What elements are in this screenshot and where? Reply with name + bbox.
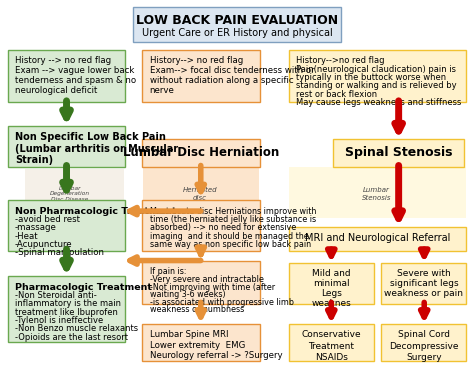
Text: -Heat: -Heat: [15, 232, 38, 241]
FancyBboxPatch shape: [8, 50, 125, 102]
Text: Surgery: Surgery: [406, 353, 442, 362]
FancyBboxPatch shape: [142, 324, 260, 361]
FancyBboxPatch shape: [333, 139, 464, 167]
Text: without radiation along a specific: without radiation along a specific: [150, 76, 293, 85]
Text: -Very severe and intractable: -Very severe and intractable: [150, 275, 264, 284]
Text: -Spinal manipulation: -Spinal manipulation: [15, 248, 104, 257]
Text: Mild and: Mild and: [312, 269, 350, 278]
Text: waiting 3-6 weeks): waiting 3-6 weeks): [150, 290, 225, 299]
Text: weakness or numbness: weakness or numbness: [150, 305, 244, 314]
Text: Non Specific Low Back Pain: Non Specific Low Back Pain: [15, 132, 166, 142]
Text: same way as non specific low back pain: same way as non specific low back pain: [150, 240, 311, 249]
Text: Spinal Cord: Spinal Cord: [398, 330, 450, 339]
FancyBboxPatch shape: [8, 200, 125, 251]
Text: typically in the buttock worse when: typically in the buttock worse when: [296, 73, 446, 82]
FancyBboxPatch shape: [142, 261, 260, 304]
Text: History-->no red flag: History-->no red flag: [296, 56, 384, 65]
Text: Pharmacologic Treatment: Pharmacologic Treatment: [15, 282, 152, 292]
Text: Lumbar
Stenosis: Lumbar Stenosis: [362, 187, 391, 201]
Text: Spinal Stenosis: Spinal Stenosis: [345, 146, 452, 159]
Text: MRI and Neurological Referral: MRI and Neurological Referral: [305, 233, 450, 243]
FancyBboxPatch shape: [133, 7, 341, 42]
Text: nerve: nerve: [150, 86, 174, 95]
FancyBboxPatch shape: [382, 263, 466, 304]
Text: Lumbar Spine MRI: Lumbar Spine MRI: [150, 330, 228, 339]
FancyBboxPatch shape: [8, 126, 125, 167]
Text: treatment like Ibuprofen: treatment like Ibuprofen: [15, 308, 118, 317]
Text: Exam --> vague lower back: Exam --> vague lower back: [15, 66, 134, 75]
Text: absorbed) --> no need for extensive: absorbed) --> no need for extensive: [150, 223, 296, 232]
Text: Legs: Legs: [320, 289, 341, 298]
FancyBboxPatch shape: [289, 263, 374, 304]
Text: -is associated with progressive limb: -is associated with progressive limb: [150, 298, 294, 307]
FancyBboxPatch shape: [142, 200, 260, 251]
Text: -Tylenol is ineffective: -Tylenol is ineffective: [15, 316, 103, 325]
Text: weakness or pain: weakness or pain: [384, 289, 464, 298]
Text: Exam--> focal disc tenderness with or: Exam--> focal disc tenderness with or: [150, 66, 314, 75]
Text: imaging  and it should be managed the: imaging and it should be managed the: [150, 232, 309, 241]
Text: Strain): Strain): [15, 155, 53, 165]
Text: significant legs: significant legs: [390, 279, 458, 288]
Text: Conservative: Conservative: [301, 330, 361, 339]
Text: -Opioids are the last resort: -Opioids are the last resort: [15, 333, 128, 342]
FancyBboxPatch shape: [8, 276, 125, 342]
Text: rest or back flexion: rest or back flexion: [296, 90, 377, 99]
Text: Non Pharmacologic Treatment: Non Pharmacologic Treatment: [15, 206, 176, 216]
Text: Decompressive: Decompressive: [389, 341, 459, 350]
Text: time (the herniated jelly like substance is: time (the herniated jelly like substance…: [150, 215, 316, 224]
Text: Most acute disc Herniations improve with: Most acute disc Herniations improve with: [150, 206, 316, 216]
Text: -Not improving with time (after: -Not improving with time (after: [150, 282, 275, 292]
Text: weaknes: weaknes: [311, 299, 351, 308]
Text: Severe with: Severe with: [397, 269, 451, 278]
Text: Treatment: Treatment: [308, 341, 354, 350]
FancyBboxPatch shape: [289, 227, 466, 251]
FancyBboxPatch shape: [382, 324, 466, 361]
Text: Pain(neurological claudication) pain is: Pain(neurological claudication) pain is: [296, 65, 456, 74]
Text: (Lumbar arthritis or Muscular: (Lumbar arthritis or Muscular: [15, 144, 178, 154]
FancyBboxPatch shape: [143, 166, 259, 218]
Text: standing or walking and is relieved by: standing or walking and is relieved by: [296, 81, 456, 90]
FancyBboxPatch shape: [25, 168, 124, 220]
Text: Lumbar Disc Herniation: Lumbar Disc Herniation: [123, 146, 279, 159]
Text: NSAIDs: NSAIDs: [315, 353, 347, 362]
Text: -Acupuncture: -Acupuncture: [15, 240, 73, 249]
Text: If pain is:: If pain is:: [150, 267, 186, 276]
Text: -Non Benzo muscle relaxants: -Non Benzo muscle relaxants: [15, 324, 138, 333]
Text: Neurology referral -> ?Surgery: Neurology referral -> ?Surgery: [150, 352, 283, 360]
FancyBboxPatch shape: [289, 324, 374, 361]
Text: History --> no red flag: History --> no red flag: [15, 56, 111, 65]
FancyBboxPatch shape: [290, 166, 465, 218]
Text: minimal: minimal: [313, 279, 349, 288]
Text: History--> no red flag: History--> no red flag: [150, 56, 243, 65]
Text: neurological deficit: neurological deficit: [15, 86, 97, 95]
Text: -massage: -massage: [15, 223, 57, 232]
FancyBboxPatch shape: [142, 50, 260, 102]
Text: Herniated
disc: Herniated disc: [182, 187, 217, 201]
Text: Urgent Care or ER History and physical: Urgent Care or ER History and physical: [142, 28, 332, 38]
Text: Lumbar
Degeneration
Disc Disease: Lumbar Degeneration Disc Disease: [50, 186, 90, 202]
Text: -avoid bed rest: -avoid bed rest: [15, 215, 80, 224]
FancyBboxPatch shape: [289, 50, 466, 102]
FancyBboxPatch shape: [142, 139, 260, 167]
Text: LOW BACK PAIN EVALUATION: LOW BACK PAIN EVALUATION: [136, 14, 338, 27]
Text: May cause legs weakness and stiffness: May cause legs weakness and stiffness: [296, 98, 461, 107]
Text: tenderness and spasm & no: tenderness and spasm & no: [15, 76, 136, 85]
Text: -Non Steroidal anti-: -Non Steroidal anti-: [15, 291, 97, 300]
Text: Lower extremity  EMG: Lower extremity EMG: [150, 341, 245, 350]
Text: inflammatory is the main: inflammatory is the main: [15, 299, 121, 308]
